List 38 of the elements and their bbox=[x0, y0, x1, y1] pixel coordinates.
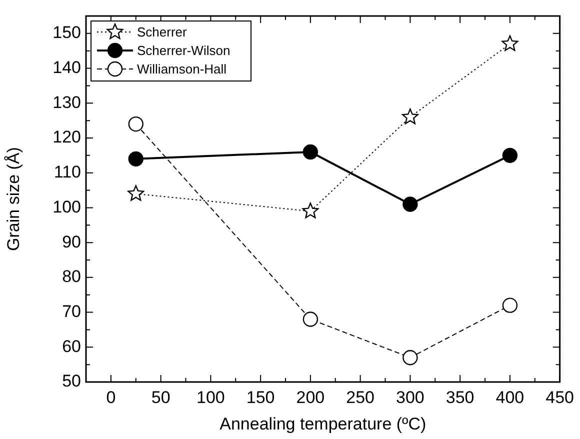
x-tick-label: 450 bbox=[546, 388, 574, 407]
y-tick-label: 50 bbox=[62, 372, 81, 391]
y-tick-label: 120 bbox=[52, 128, 81, 147]
x-tick-label: 350 bbox=[446, 388, 474, 407]
point bbox=[128, 185, 144, 201]
x-tick-label: 50 bbox=[151, 388, 170, 407]
y-tick-label: 140 bbox=[52, 58, 81, 77]
point bbox=[128, 116, 144, 132]
x-tick-label: 300 bbox=[396, 388, 424, 407]
y-tick-label: 110 bbox=[54, 162, 81, 182]
y-tick-label: 90 bbox=[62, 232, 81, 252]
y-tick-label: 100 bbox=[52, 197, 81, 216]
x-tick-label: 0 bbox=[106, 388, 116, 407]
legend-label: Williamson-Hall bbox=[137, 62, 227, 77]
point bbox=[302, 312, 318, 327]
point bbox=[302, 144, 318, 160]
point bbox=[502, 298, 518, 313]
y-tick-label: 150 bbox=[52, 23, 81, 42]
y-tick-label: 130 bbox=[52, 92, 81, 112]
point bbox=[402, 350, 418, 366]
point bbox=[302, 202, 319, 218]
legend-label: Scherrer-Wilson bbox=[137, 43, 230, 58]
point bbox=[128, 151, 144, 167]
legend-label: Scherrer bbox=[137, 24, 188, 40]
point bbox=[502, 148, 518, 164]
point bbox=[402, 196, 418, 212]
x-tick-label: 150 bbox=[246, 388, 275, 407]
y-tick-label: 60 bbox=[62, 336, 81, 356]
point bbox=[502, 35, 518, 51]
point bbox=[402, 108, 418, 124]
x-tick-label: 400 bbox=[496, 388, 524, 407]
y-axis-title: Grain size (Å) bbox=[4, 147, 23, 251]
y-tick-label: 70 bbox=[62, 302, 81, 321]
x-axis-title: Annealing temperature (ºC) bbox=[220, 414, 426, 434]
x-tick-label: 100 bbox=[196, 388, 225, 407]
y-tick-label: 80 bbox=[62, 267, 81, 286]
x-tick-label: 200 bbox=[296, 388, 325, 407]
x-tick-label: 250 bbox=[346, 388, 375, 407]
